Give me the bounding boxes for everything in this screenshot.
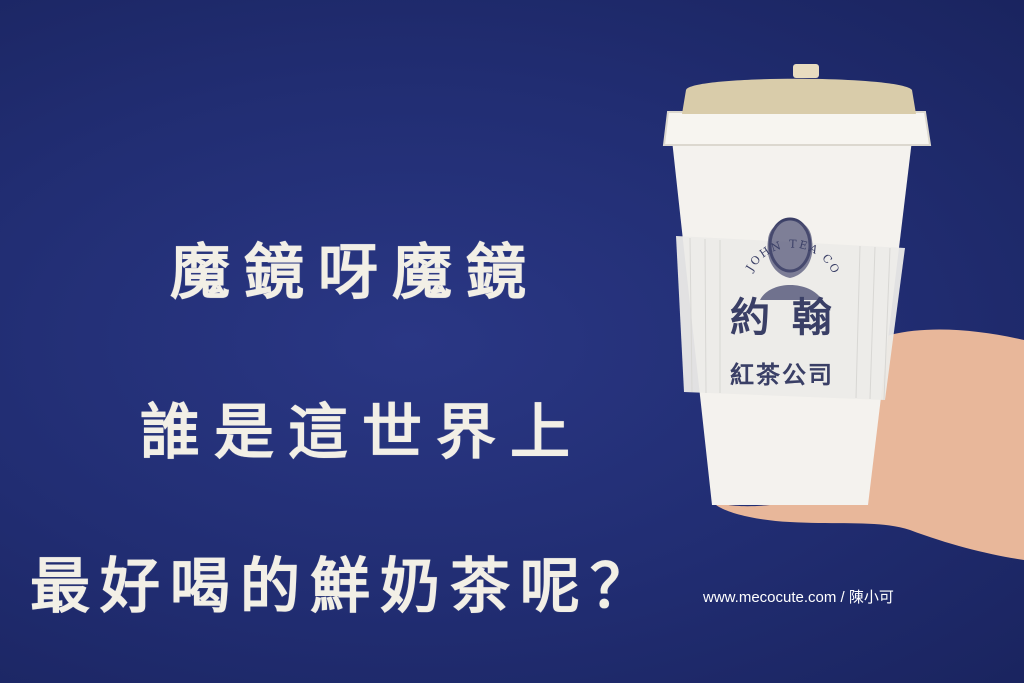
portrait-logo-icon bbox=[760, 217, 822, 300]
cup-lid bbox=[662, 111, 932, 146]
cup-brand-sub: 紅茶公司 bbox=[730, 360, 834, 389]
photo-credit: www.mecocute.com / 陳小可 bbox=[703, 589, 894, 606]
headline-line-1: 魔鏡呀魔鏡 bbox=[170, 238, 540, 308]
headline-line-3: 最好喝的鮮奶茶呢？ bbox=[30, 552, 660, 622]
cup-brand-main: 約 翰 bbox=[730, 294, 836, 341]
headline-line-2: 誰是這世界上 bbox=[140, 398, 584, 468]
cup-sleeve bbox=[676, 236, 905, 400]
